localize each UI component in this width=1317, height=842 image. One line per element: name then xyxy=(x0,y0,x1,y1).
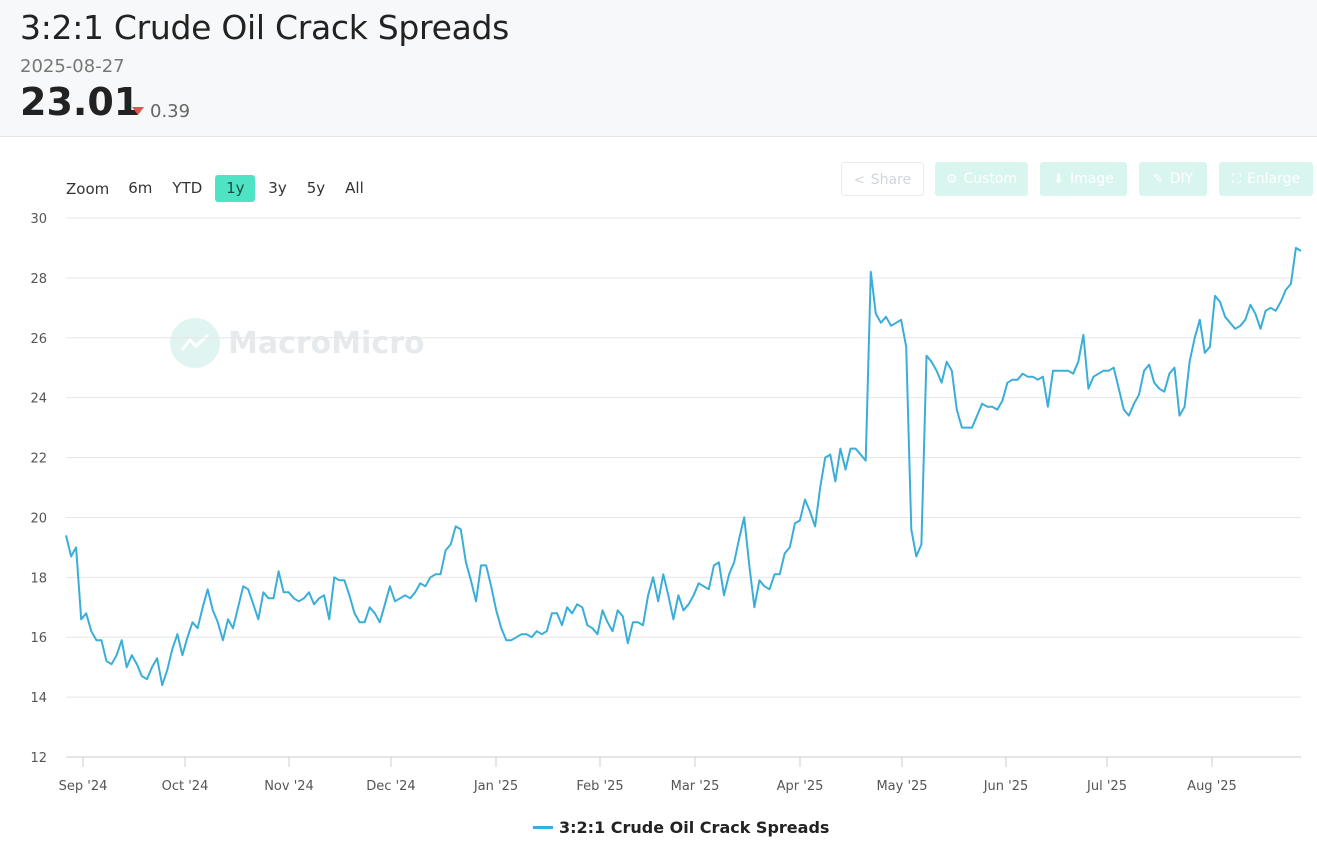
grid-layer xyxy=(66,217,1301,758)
toolbar: < Share ⚙ Custom ⬇ Image ✎ DIY ⛶ Enlarge xyxy=(0,162,1317,196)
diy-button[interactable]: ✎ DIY xyxy=(1139,162,1207,196)
expand-icon: ⛶ xyxy=(1231,172,1241,187)
series-layer xyxy=(65,246,1302,687)
y-tick-label: 20 xyxy=(30,511,47,526)
watermark-text: MacroMicro xyxy=(228,325,425,361)
line-chart: 12 14 16 18 20 22 24 26 28 30 Sep '24 Oct '24 Nov '2… xyxy=(30,212,1302,794)
page-title: 3:2:1 Crude Oil Crack Spreads xyxy=(20,8,510,47)
y-tick-label: 30 xyxy=(30,212,47,227)
y-tick-label: 12 xyxy=(30,751,47,766)
legend-swatch xyxy=(533,826,553,829)
x-tick-label: Mar '25 xyxy=(671,779,720,794)
change-value: 0.39 xyxy=(150,101,191,122)
x-tick-label: Dec '24 xyxy=(366,779,415,794)
x-tick-label: Sep '24 xyxy=(59,779,108,794)
header: 3:2:1 Crude Oil Crack Spreads 2025-08-27… xyxy=(0,0,1317,137)
share-icon: < xyxy=(853,173,865,188)
y-tick-label: 16 xyxy=(30,631,47,646)
gear-icon: ⚙ xyxy=(945,172,958,187)
y-tick-label: 24 xyxy=(30,392,47,407)
x-tick-label: Nov '24 xyxy=(264,779,314,794)
pencil-icon: ✎ xyxy=(1152,172,1164,187)
watermark: MacroMicro xyxy=(170,318,425,368)
series-line xyxy=(65,246,1302,687)
zoom-3y-button[interactable]: 3y xyxy=(268,179,287,197)
y-tick-label: 18 xyxy=(30,571,47,586)
y-tick-label: 28 xyxy=(30,272,47,287)
legend-label: 3:2:1 Crude Oil Crack Spreads xyxy=(559,818,830,837)
zoom-label: Zoom xyxy=(66,179,110,198)
x-tick-label: Oct '24 xyxy=(162,779,209,794)
zoom-bar: Zoom 6m YTD 1y 3y 5y All xyxy=(66,175,377,202)
down-arrow-icon xyxy=(132,107,144,115)
latest-value: 23.01 xyxy=(20,80,141,124)
enlarge-button[interactable]: ⛶ Enlarge xyxy=(1219,162,1313,196)
custom-button[interactable]: ⚙ Custom xyxy=(935,162,1028,196)
x-tick-label: Aug '25 xyxy=(1187,779,1237,794)
zoom-ytd-button[interactable]: YTD xyxy=(172,179,203,197)
macromicro-logo-icon xyxy=(170,318,220,368)
x-tick-label: Jun '25 xyxy=(983,779,1029,794)
y-tick-label: 26 xyxy=(30,332,47,347)
x-tick-label: Feb '25 xyxy=(576,779,623,794)
share-button[interactable]: < Share xyxy=(841,162,924,196)
x-tick-label: May '25 xyxy=(876,779,927,794)
change-indicator: 0.39 xyxy=(132,101,190,122)
zoom-1y-button[interactable]: 1y xyxy=(215,175,256,202)
zoom-6m-button[interactable]: 6m xyxy=(128,179,153,197)
latest-date: 2025-08-27 xyxy=(20,56,125,77)
image-button[interactable]: ⬇ Image xyxy=(1040,162,1127,196)
y-tick-label: 22 xyxy=(30,452,47,467)
legend[interactable]: 3:2:1 Crude Oil Crack Spreads xyxy=(533,818,829,837)
zoom-5y-button[interactable]: 5y xyxy=(306,179,326,197)
x-tick-label: Jul '25 xyxy=(1086,779,1127,794)
zoom-all-button[interactable]: All xyxy=(345,179,364,197)
y-tick-label: 14 xyxy=(30,691,47,706)
download-icon: ⬇ xyxy=(1053,172,1065,187)
x-tick-label: Jan '25 xyxy=(473,779,518,794)
x-tick-label: Apr '25 xyxy=(777,779,824,794)
axis-layer: 12 14 16 18 20 22 24 26 28 30 Sep '24 Oct '24 Nov '2… xyxy=(30,212,1236,794)
